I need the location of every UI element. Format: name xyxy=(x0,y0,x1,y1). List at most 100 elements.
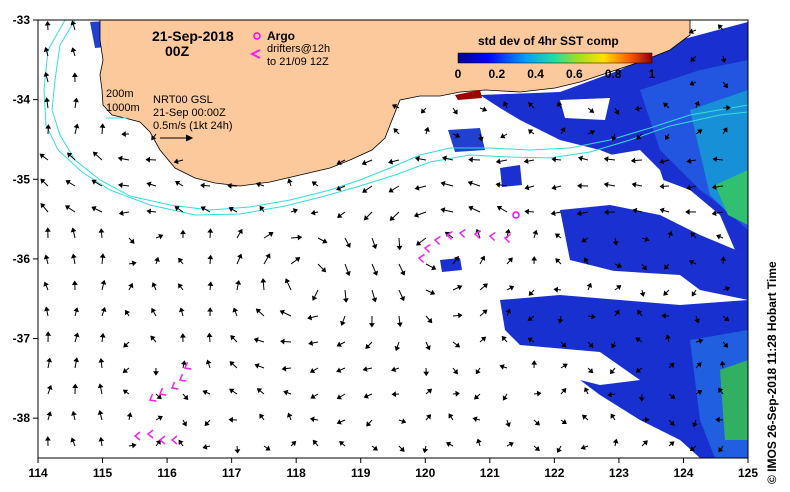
current-arrow-head xyxy=(73,97,79,103)
current-arrow-head xyxy=(71,72,78,78)
current-arrow-head xyxy=(508,441,514,448)
current-arrow-head xyxy=(455,132,461,139)
current-arrow-head xyxy=(422,448,429,454)
current-arrow-head xyxy=(603,156,609,162)
current-arrow-head xyxy=(726,104,731,111)
current-arrow-head xyxy=(336,419,342,425)
current-arrow-head xyxy=(205,359,212,365)
x-tick-label: 118 xyxy=(287,466,307,480)
x-axis: 114 115 116 117 118 119 120 121 122 123 124 125 xyxy=(28,458,758,480)
current-arrow-head xyxy=(393,128,399,134)
current-arrow-head xyxy=(388,187,394,193)
current-arrow-head xyxy=(718,387,724,393)
current-arrow-head xyxy=(45,124,52,129)
current-arrow-head xyxy=(150,335,156,341)
current-arrow-head xyxy=(126,412,133,418)
current-arrow-head xyxy=(228,416,234,423)
current-arrow-head xyxy=(582,414,588,420)
current-arrow-head xyxy=(71,410,77,416)
y-tick-label: -36 xyxy=(13,252,31,266)
current-arrow-head xyxy=(631,182,637,188)
current-arrow-head xyxy=(440,180,446,187)
current-arrow-head xyxy=(253,337,259,343)
colorbar-tick-label: 1 xyxy=(649,67,656,81)
current-arrow-head xyxy=(65,180,71,186)
current-arrow-head xyxy=(174,206,180,212)
x-tick-label: 120 xyxy=(415,466,435,480)
current-arrow-head xyxy=(499,364,505,370)
current-arrow-head xyxy=(480,336,487,342)
current-arrow-head xyxy=(124,309,130,316)
current-arrow-head xyxy=(669,362,675,368)
current-arrow-head xyxy=(180,229,186,235)
current-arrow-head xyxy=(44,227,51,232)
current-arrow-head xyxy=(659,207,665,214)
current-arrow-head xyxy=(561,342,567,348)
isobath-200-label: 200m xyxy=(106,88,134,100)
current-arrow-head xyxy=(70,20,77,26)
current-arrow-head xyxy=(401,418,407,424)
current-arrow-head xyxy=(446,441,452,448)
current-arrow-head xyxy=(685,208,690,215)
current-arrow-head xyxy=(580,444,586,450)
current-arrow-head xyxy=(503,101,509,107)
current-arrow-head xyxy=(400,270,406,276)
current-arrow-head xyxy=(173,158,179,165)
current-arrow-head xyxy=(204,420,210,427)
current-arrow-head xyxy=(202,389,208,396)
current-arrow-head xyxy=(711,184,717,190)
current-arrow-head xyxy=(230,335,236,341)
colorbar-tick-label: 0.6 xyxy=(566,67,583,81)
current-arrow-head xyxy=(391,366,397,373)
current-arrow-head xyxy=(279,309,285,316)
current-arrow-head xyxy=(690,56,696,62)
x-tick-label: 124 xyxy=(673,466,693,480)
current-arrow-head xyxy=(637,309,643,315)
current-arrow-head xyxy=(235,280,242,285)
current-arrow-head xyxy=(123,342,129,348)
y-tick-label: -38 xyxy=(13,411,31,425)
argo-legend-icon xyxy=(253,32,261,40)
current-arrow-head xyxy=(100,307,107,313)
current-arrow-head xyxy=(587,368,594,374)
current-arrow-head xyxy=(145,156,151,163)
current-arrow-head xyxy=(661,312,666,319)
current-arrow-head xyxy=(45,331,52,336)
current-arrow-head xyxy=(717,24,723,30)
current-arrow-head xyxy=(431,264,437,271)
current-arrow-head xyxy=(92,151,99,157)
drifter-chevron xyxy=(417,253,425,264)
current-arrow-head xyxy=(237,228,243,235)
current-arrow-head xyxy=(692,422,698,428)
current-arrow-head xyxy=(474,394,480,400)
current-arrow-head xyxy=(455,390,460,397)
current-arrow-head xyxy=(73,123,80,129)
current-arrow-head xyxy=(363,215,369,221)
current-arrow-head xyxy=(659,183,664,190)
current-arrow-head xyxy=(309,416,315,423)
current-arrow-head xyxy=(663,102,669,108)
current-arrow-head xyxy=(183,394,189,401)
current-arrow-head xyxy=(667,230,673,237)
current-arrow-head xyxy=(423,371,430,377)
current-arrow-head xyxy=(146,181,152,188)
x-tick-label: 114 xyxy=(28,466,48,480)
current-arrow-head xyxy=(44,306,50,312)
current-arrow-head xyxy=(229,361,235,367)
current-arrow-head xyxy=(482,309,488,315)
current-arrow-head xyxy=(581,237,587,243)
current-arrow-head xyxy=(255,308,262,314)
current-arrow-head xyxy=(718,447,724,453)
map-time: 00Z xyxy=(165,43,190,59)
drifter-chevron xyxy=(433,235,441,246)
current-arrow-head xyxy=(399,446,405,452)
current-arrow-head xyxy=(234,449,241,454)
current-arrow-head xyxy=(630,157,636,164)
current-arrow-head xyxy=(603,181,609,188)
current-arrow-head xyxy=(366,421,372,427)
current-arrow-head xyxy=(121,131,126,138)
current-arrow-head xyxy=(98,228,105,233)
current-arrow-head xyxy=(280,338,285,345)
current-arrow-head xyxy=(307,314,313,321)
current-arrow-head xyxy=(337,212,343,218)
